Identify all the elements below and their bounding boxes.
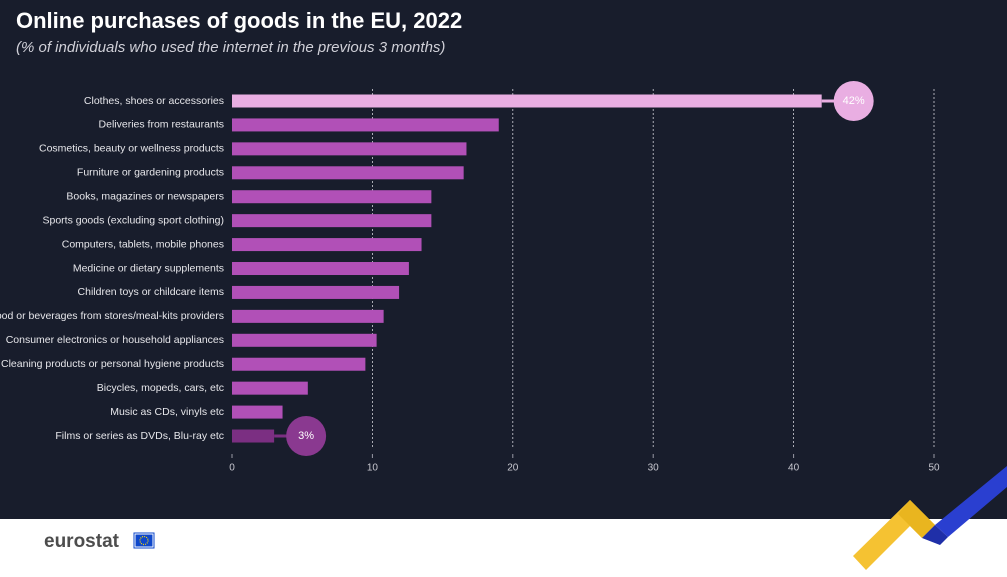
chart-title: Online purchases of goods in the EU, 202… — [16, 8, 462, 33]
category-label: Computers, tablets, mobile phones — [62, 238, 224, 250]
category-label: Deliveries from restaurants — [99, 119, 224, 131]
bar — [232, 94, 822, 108]
category-label: Music as CDs, vinyls etc — [110, 406, 224, 418]
plot: 0 10 20 30 40 50 Clothes, shoes or accessories… — [0, 81, 940, 474]
logo-text: eurostat — [44, 531, 120, 552]
value-label: 42% — [843, 95, 865, 107]
category-label: Bicycles, mopeds, cars, etc — [97, 382, 224, 394]
bar — [232, 309, 384, 323]
label-bubble — [833, 81, 874, 121]
category-label: Books, magazines or newspapers — [66, 191, 224, 203]
category-label: Medicine or dietary supplements — [73, 262, 224, 274]
bar — [232, 405, 283, 419]
bar — [232, 214, 432, 228]
category-label: Films or series as DVDs, Blu-ray etc — [55, 430, 224, 442]
category-label: Cleaning products or personal hygiene pr… — [1, 358, 224, 370]
bar — [232, 142, 467, 156]
bar — [232, 166, 464, 180]
decoration — [853, 466, 1007, 570]
bar — [232, 118, 499, 132]
bar — [232, 357, 366, 371]
bar — [232, 238, 422, 252]
value-label: 3% — [298, 430, 314, 442]
category-label: Cosmetics, beauty or wellness products — [39, 143, 224, 155]
category-label: Children toys or childcare items — [78, 286, 224, 298]
category-label: Sports goods (excluding sport clothing) — [42, 214, 224, 226]
bar — [232, 381, 308, 395]
category-label: Clothes, shoes or accessories — [84, 95, 224, 107]
bar — [232, 262, 409, 276]
label-bubble — [286, 416, 327, 457]
category-label: Furniture or gardening products — [77, 167, 224, 179]
bar — [232, 333, 377, 347]
bar — [232, 429, 275, 443]
eu-flag — [133, 532, 155, 549]
category-label: Food or beverages from stores/meal-kits … — [0, 310, 224, 322]
x-tick-label: 30 — [648, 463, 660, 474]
x-tick-label: 10 — [367, 463, 379, 474]
bar — [232, 285, 400, 299]
x-tick-label: 40 — [788, 463, 800, 474]
category-label: Consumer electronics or household applia… — [6, 334, 224, 346]
x-tick-label: 20 — [507, 463, 519, 474]
x-tick-label: 50 — [928, 463, 940, 474]
footer — [0, 519, 1007, 577]
background — [0, 0, 1007, 519]
bar — [232, 190, 432, 204]
x-tick-label: 0 — [229, 463, 235, 474]
chart-subtitle: (% of individuals who used the internet … — [16, 39, 445, 56]
